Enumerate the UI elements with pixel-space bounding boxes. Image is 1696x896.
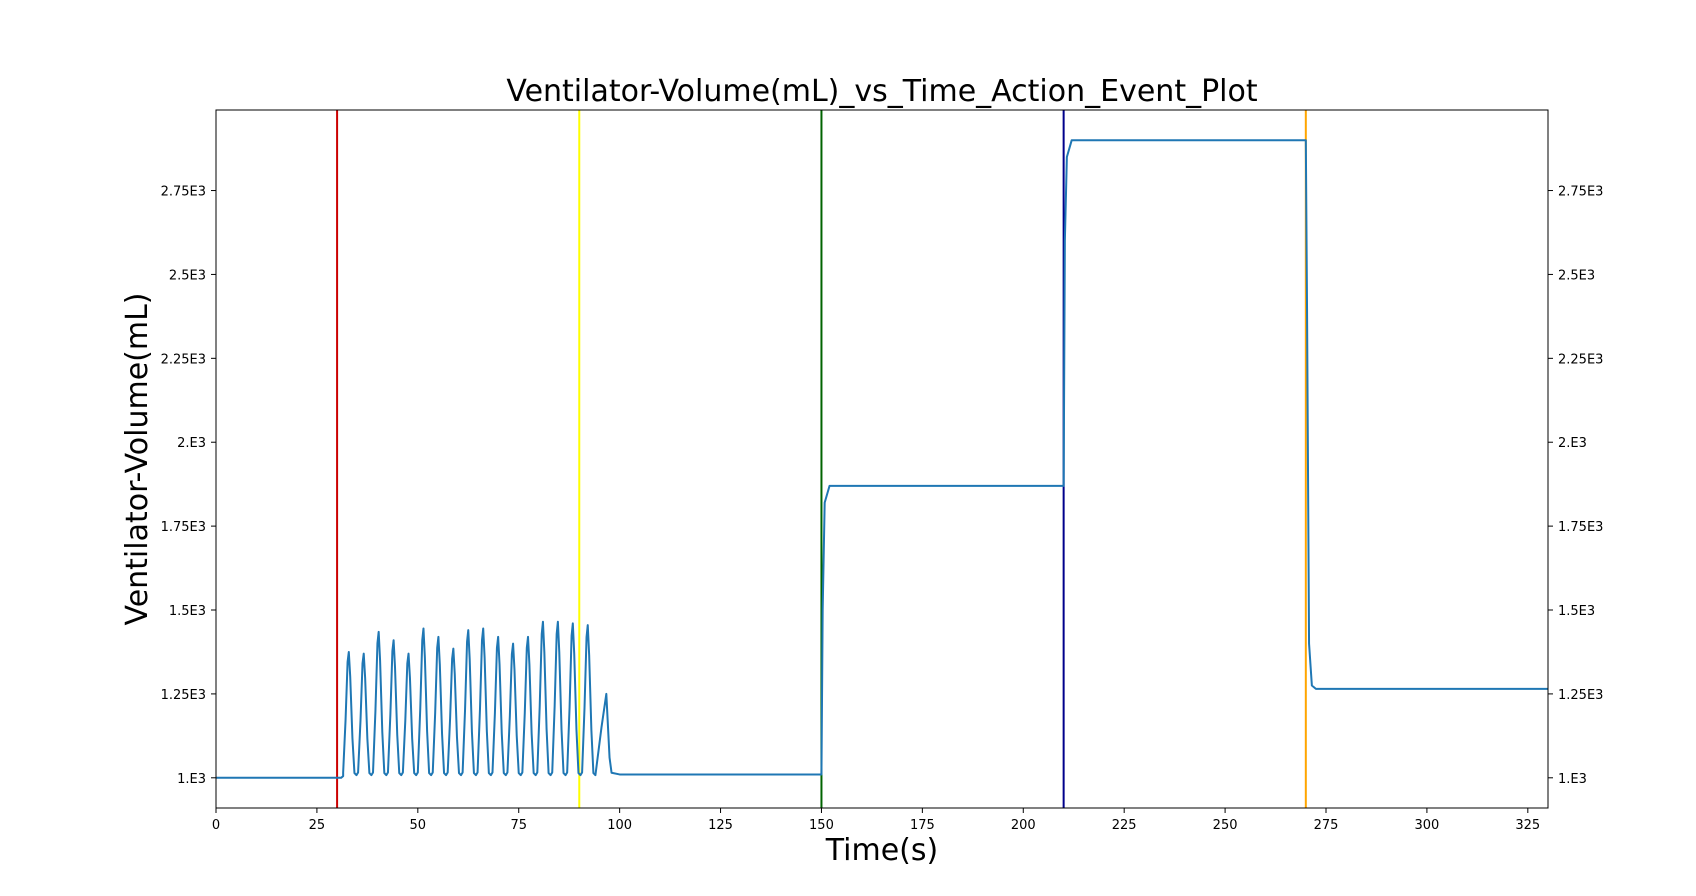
- x-tick-label: 50: [410, 818, 427, 833]
- x-tick-label: 200: [1011, 818, 1036, 833]
- x-tick-label: 0: [212, 818, 220, 833]
- x-tick-label: 125: [708, 818, 733, 833]
- y-tick-label-right: 2.E3: [1558, 436, 1587, 451]
- chart-title: Ventilator-Volume(mL)_vs_Time_Action_Eve…: [506, 74, 1257, 109]
- y-axis-ticks: 1.E3 1.E3 1.25E3 1.25E3 1.5E3 1.5E3 1.75E3 1.75…: [161, 185, 1604, 787]
- y-tick-label-left: 1.5E3: [169, 604, 206, 619]
- x-tick-label: 250: [1213, 818, 1238, 833]
- y-tick-label-left: 2.75E3: [161, 185, 206, 200]
- series-line-0: [216, 139, 1548, 779]
- x-tick-label: 325: [1515, 818, 1540, 833]
- y-tick-label-right: 2.5E3: [1558, 268, 1595, 283]
- y-tick-label-left: 1.75E3: [161, 520, 206, 535]
- x-tick-label: 300: [1414, 818, 1439, 833]
- y-tick-label-right: 1.E3: [1558, 772, 1587, 787]
- x-tick-label: 100: [607, 818, 632, 833]
- x-axis-ticks: 0 25 50 75 100 125 150 175 200 225 250 275 300 325: [212, 808, 1540, 833]
- x-tick-label: 225: [1112, 818, 1137, 833]
- y-tick-label-right: 1.75E3: [1558, 520, 1603, 535]
- y-axis-title: Ventilator-Volume(mL): [120, 292, 155, 625]
- plot-background: [216, 110, 1548, 808]
- y-tick-label-right: 2.75E3: [1558, 185, 1603, 200]
- plot-frame: [215, 109, 1549, 809]
- y-tick-label-right: 1.5E3: [1558, 604, 1595, 619]
- x-axis-title: Time(s): [825, 833, 938, 868]
- y-tick-label-left: 1.E3: [177, 772, 206, 787]
- y-tick-label-left: 1.25E3: [161, 688, 206, 703]
- x-tick-label: 150: [809, 818, 834, 833]
- x-tick-label: 175: [910, 818, 935, 833]
- x-tick-label: 25: [309, 818, 326, 833]
- y-tick-label-right: 1.25E3: [1558, 688, 1603, 703]
- y-tick-label-left: 2.E3: [177, 436, 206, 451]
- y-tick-label-left: 2.5E3: [169, 268, 206, 283]
- x-tick-label: 75: [510, 818, 527, 833]
- y-tick-label-left: 2.25E3: [161, 352, 206, 367]
- series-group: [216, 139, 1548, 779]
- x-tick-label: 275: [1314, 818, 1339, 833]
- y-tick-label-right: 2.25E3: [1558, 352, 1603, 367]
